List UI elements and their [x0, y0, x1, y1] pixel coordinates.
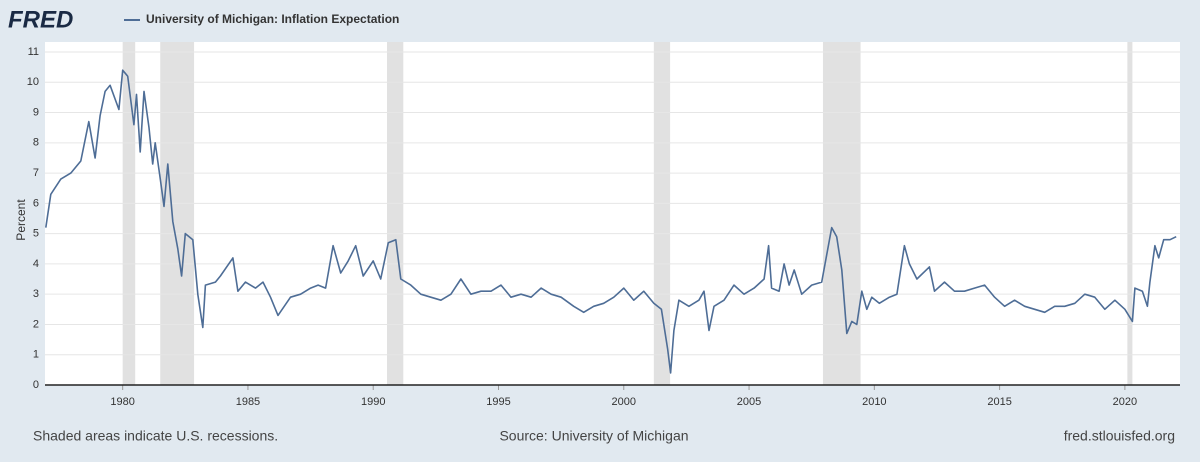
- x-tick-label: 2000: [612, 396, 636, 408]
- x-tick-label: 2005: [737, 396, 761, 408]
- y-tick-label: 7: [33, 167, 39, 179]
- footer-source: Source: University of Michigan: [499, 428, 688, 444]
- footer-note: Shaded areas indicate U.S. recessions.: [33, 428, 278, 444]
- legend-label: University of Michigan: Inflation Expect…: [146, 12, 399, 26]
- series-line: [45, 69, 1177, 374]
- x-tick-label: 1985: [236, 396, 260, 408]
- y-tick-label: 0: [33, 379, 39, 391]
- x-tick-label: 1995: [486, 396, 510, 408]
- x-tick-label: 2020: [1113, 396, 1137, 408]
- x-tick-label: 2015: [987, 396, 1011, 408]
- y-tick-label: 4: [33, 258, 39, 270]
- y-tick-label: 1: [33, 349, 39, 361]
- y-tick-label: 8: [33, 137, 39, 149]
- x-tick-label: 1990: [361, 396, 385, 408]
- y-tick-label: 3: [33, 288, 39, 300]
- y-tick-label: 11: [28, 46, 39, 58]
- footer-site: fred.stlouisfed.org: [1064, 428, 1175, 444]
- recession-band: [122, 42, 136, 385]
- recession-band: [653, 42, 671, 385]
- y-axis-label: Percent: [14, 199, 28, 241]
- recession-band: [160, 42, 195, 385]
- y-tick-label: 9: [33, 106, 39, 118]
- y-tick-label: 10: [27, 76, 39, 88]
- y-tick-label: 6: [33, 197, 39, 209]
- x-tick-label: 1980: [110, 396, 134, 408]
- y-tick-label: 2: [33, 318, 39, 330]
- y-tick-label: 5: [33, 228, 39, 240]
- plot-area: [45, 42, 1180, 385]
- recession-band: [387, 42, 404, 385]
- recession-band: [1127, 42, 1133, 385]
- logo: FRED: [8, 6, 73, 33]
- recession-band: [822, 42, 861, 385]
- x-tick-label: 2010: [862, 396, 886, 408]
